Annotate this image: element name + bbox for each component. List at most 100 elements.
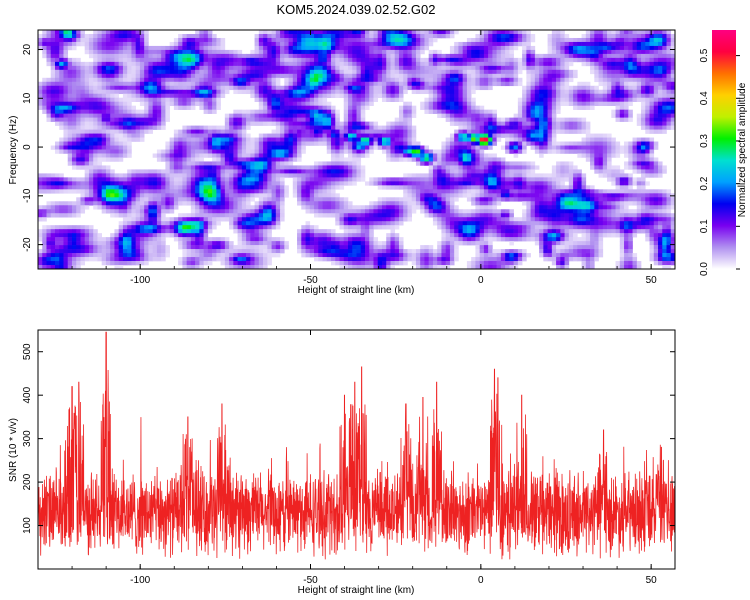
spectrogram-cell bbox=[297, 85, 302, 91]
spectrogram-cell bbox=[254, 85, 260, 91]
spectrogram-cell bbox=[284, 117, 289, 122]
spectrogram-cell bbox=[224, 73, 230, 79]
spectrogram-cell bbox=[407, 41, 413, 47]
spectrogram-cell bbox=[182, 125, 187, 130]
spectrogram-cell bbox=[390, 181, 396, 186]
spectrogram-cell bbox=[331, 117, 336, 122]
spectrogram-cell bbox=[101, 173, 107, 178]
spectrogram-cell bbox=[80, 105, 86, 110]
spectrogram-cell bbox=[441, 165, 446, 170]
spectrogram-cell bbox=[156, 49, 162, 55]
spectrogram-cell bbox=[331, 129, 336, 134]
spectrogram-cell bbox=[602, 97, 608, 102]
spectrogram-cell bbox=[71, 41, 77, 47]
spectrogram-cell bbox=[207, 65, 213, 71]
spectrogram-cell bbox=[411, 57, 417, 63]
spectrogram-cell bbox=[352, 45, 357, 51]
spectrogram-cell bbox=[632, 177, 638, 182]
spectrogram-cell bbox=[483, 181, 489, 186]
spectrogram-cell bbox=[364, 93, 370, 99]
spectrogram-cell bbox=[190, 181, 196, 186]
spectrogram-cell bbox=[390, 149, 396, 154]
spectrogram-cell bbox=[305, 69, 311, 75]
spectrogram-cell bbox=[203, 185, 209, 190]
spectrogram-cell bbox=[466, 85, 472, 91]
spectrogram-cell bbox=[131, 45, 136, 51]
spectrogram-cell bbox=[645, 49, 650, 55]
spectrogram-cell bbox=[263, 137, 268, 142]
spectrogram-cell bbox=[403, 73, 408, 79]
spectrogram-cell bbox=[173, 177, 179, 182]
spectrogram-cell bbox=[386, 61, 391, 67]
spectrogram-cell bbox=[420, 81, 425, 87]
spectrogram-cell bbox=[93, 177, 98, 182]
spectrogram-cell bbox=[322, 57, 328, 63]
spectrogram-cell bbox=[411, 185, 417, 190]
spectrogram-cell bbox=[203, 81, 209, 87]
spectrogram-cell bbox=[475, 117, 480, 122]
spectrogram-cell bbox=[394, 157, 400, 162]
spectrogram-cell bbox=[88, 189, 94, 194]
spectrogram-cell bbox=[114, 137, 119, 142]
spectrogram-cell bbox=[203, 181, 209, 186]
spectrogram-cell bbox=[662, 129, 667, 134]
spectrogram-cell bbox=[556, 145, 561, 150]
spectrogram-cell bbox=[254, 97, 260, 102]
spectrogram-cell bbox=[564, 121, 570, 126]
spectrogram-cell bbox=[178, 101, 183, 106]
spectrogram-cell bbox=[301, 149, 306, 154]
spectrogram-cell bbox=[573, 121, 578, 126]
spectrogram-cell bbox=[556, 69, 561, 75]
spectrogram-cell bbox=[80, 129, 86, 134]
spectrogram-cell bbox=[178, 81, 183, 87]
spectrogram-cell bbox=[118, 33, 124, 39]
spectrogram-cell bbox=[305, 89, 311, 95]
spectrogram-cell bbox=[441, 161, 446, 166]
spectrogram-cell bbox=[352, 141, 357, 146]
spectrogram-cell bbox=[254, 45, 260, 51]
spectrogram-cell bbox=[564, 49, 570, 55]
spectrogram-cell bbox=[114, 185, 119, 190]
spectrogram-cell bbox=[301, 125, 306, 130]
spectrogram-cell bbox=[199, 73, 204, 79]
spectrogram-cell bbox=[309, 69, 315, 75]
spectrogram-cell bbox=[356, 73, 362, 79]
spectrogram-cell bbox=[275, 161, 281, 166]
spectrogram-cell bbox=[122, 125, 128, 130]
spectrogram-cell bbox=[237, 117, 243, 122]
spectrogram-cell bbox=[479, 81, 485, 87]
spectrogram-cell bbox=[237, 161, 243, 166]
spectrogram-cell bbox=[645, 153, 650, 158]
spectrogram-cell bbox=[377, 177, 383, 182]
spectrogram-cell bbox=[564, 185, 570, 190]
spectrogram-cell bbox=[560, 125, 565, 130]
spectrogram-cell bbox=[403, 65, 408, 71]
spectrogram-cell bbox=[666, 85, 672, 91]
spectrogram-cell bbox=[284, 85, 289, 91]
spectrogram-cell bbox=[462, 93, 468, 99]
spectrogram-cell bbox=[547, 141, 553, 146]
spectrogram-cell bbox=[54, 37, 60, 43]
spectrogram-cell bbox=[373, 97, 379, 102]
spectrogram-cell bbox=[556, 37, 561, 43]
spectrogram-cell bbox=[428, 30, 434, 35]
spectrogram-cell bbox=[394, 65, 400, 71]
spectrogram-cell bbox=[63, 113, 69, 118]
spectrogram-cell bbox=[411, 85, 417, 91]
spectrogram-cell bbox=[182, 105, 187, 110]
spectrogram-cell bbox=[309, 65, 315, 71]
spectrogram-cell bbox=[505, 81, 510, 87]
spectrogram-cell bbox=[250, 165, 255, 170]
spectrogram-cell bbox=[352, 69, 357, 75]
spectrogram-cell bbox=[437, 113, 442, 118]
spectrogram-cell bbox=[649, 145, 655, 150]
spectrogram-cell bbox=[297, 113, 302, 118]
spectrogram-cell bbox=[364, 65, 370, 71]
spectrogram-cell bbox=[415, 161, 421, 166]
spectrogram-cell bbox=[237, 113, 243, 118]
spectrogram-cell bbox=[224, 125, 230, 130]
spectrogram-cell bbox=[309, 169, 315, 174]
spectrogram-cell bbox=[590, 157, 595, 162]
spectrogram-cell bbox=[152, 61, 158, 67]
spectrogram-cell bbox=[314, 141, 319, 146]
